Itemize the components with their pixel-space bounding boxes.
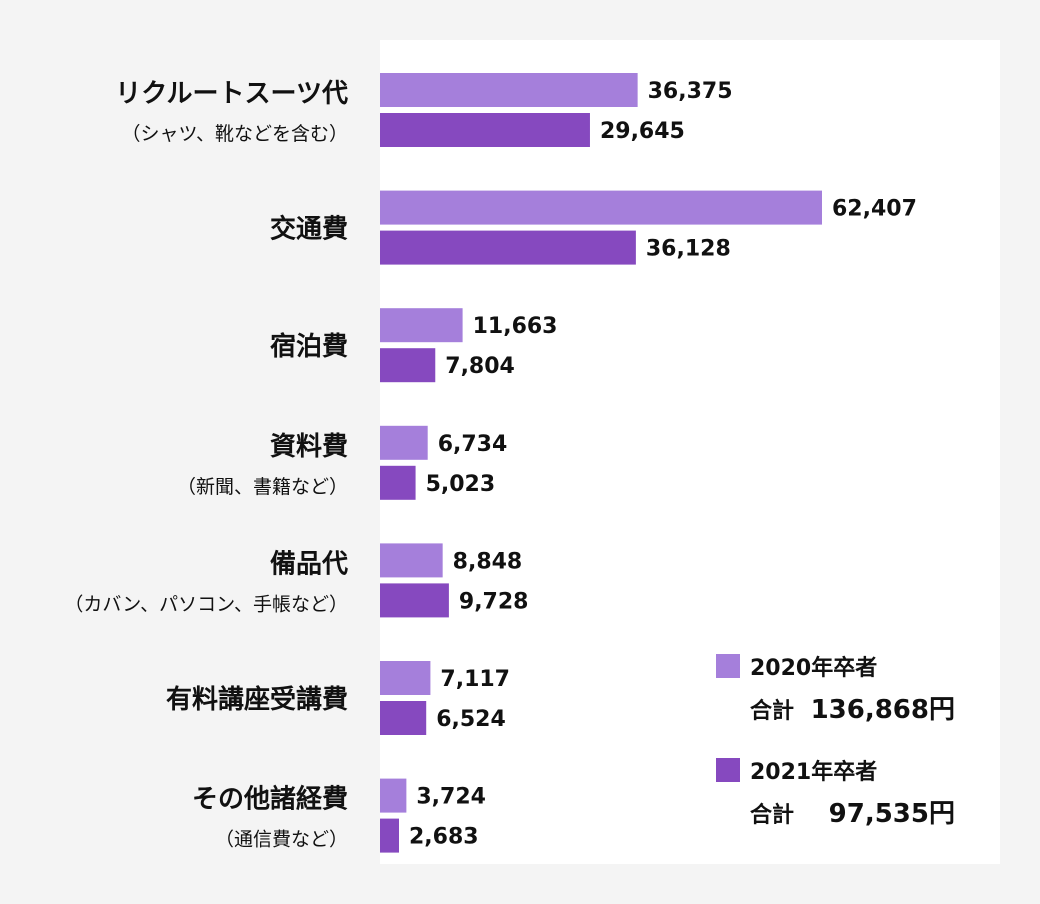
category-sublabel: （シャツ、靴などを含む） — [122, 123, 348, 145]
bar-2021 — [380, 701, 427, 735]
category-label: その他諸経費 — [192, 784, 348, 815]
category-label: 備品代 — [270, 548, 348, 579]
data-label: 5,023 — [426, 472, 496, 497]
data-label: 7,804 — [445, 354, 515, 379]
legend-total-label: 合計 — [750, 802, 794, 828]
bar-2021 — [380, 113, 590, 147]
legend-swatch — [716, 758, 740, 782]
category-sublabel: （新聞、書籍など） — [177, 476, 348, 498]
data-label: 36,128 — [646, 237, 731, 262]
bar-2020 — [380, 190, 822, 225]
bar-2020 — [380, 778, 407, 813]
legend-swatch — [716, 654, 740, 678]
legend-total-value: 136,868円 — [811, 695, 955, 725]
category-label: リクルートスーツ代 — [115, 79, 348, 109]
category-label: 宿泊費 — [270, 331, 348, 362]
data-label: 11,663 — [473, 314, 558, 339]
data-label: 6,524 — [436, 707, 506, 732]
data-label: 3,724 — [416, 785, 486, 810]
bar-2021 — [380, 818, 400, 853]
data-label: 8,848 — [453, 549, 523, 574]
data-label: 36,375 — [648, 79, 733, 104]
bar-2021 — [380, 465, 416, 500]
data-label: 62,407 — [832, 197, 917, 222]
legend-total-label: 合計 — [750, 698, 794, 724]
bar-2020 — [380, 661, 431, 695]
bar-2020 — [380, 543, 443, 578]
legend-series-name: 2020年卒者 — [750, 655, 877, 681]
legend-series-name: 2021年卒者 — [750, 759, 877, 785]
bar-2020 — [380, 73, 638, 107]
category-label: 交通費 — [270, 214, 348, 245]
bar-2021 — [380, 230, 636, 265]
category-sublabel: （通信費など） — [215, 829, 348, 851]
bar-2020 — [380, 308, 463, 343]
bar-2021 — [380, 583, 449, 618]
data-label: 29,645 — [600, 119, 685, 144]
category-sublabel: （カバン、パソコン、手帳など） — [64, 593, 348, 615]
legend-total-value: 97,535円 — [829, 799, 955, 829]
bars — [380, 73, 822, 853]
data-label: 9,728 — [459, 589, 529, 614]
bar-2021 — [380, 348, 436, 383]
value-labels: 36,375 29,645 62,407 36,128 11,663 7,804 6,734… — [409, 79, 917, 850]
plot-background — [380, 40, 1000, 864]
bar-2020 — [380, 425, 428, 460]
category-label: 有料講座受講費 — [166, 684, 348, 715]
data-label: 2,683 — [409, 825, 479, 850]
data-label: 6,734 — [438, 432, 508, 457]
data-label: 7,117 — [440, 667, 510, 692]
category-label: 資料費 — [270, 432, 348, 462]
